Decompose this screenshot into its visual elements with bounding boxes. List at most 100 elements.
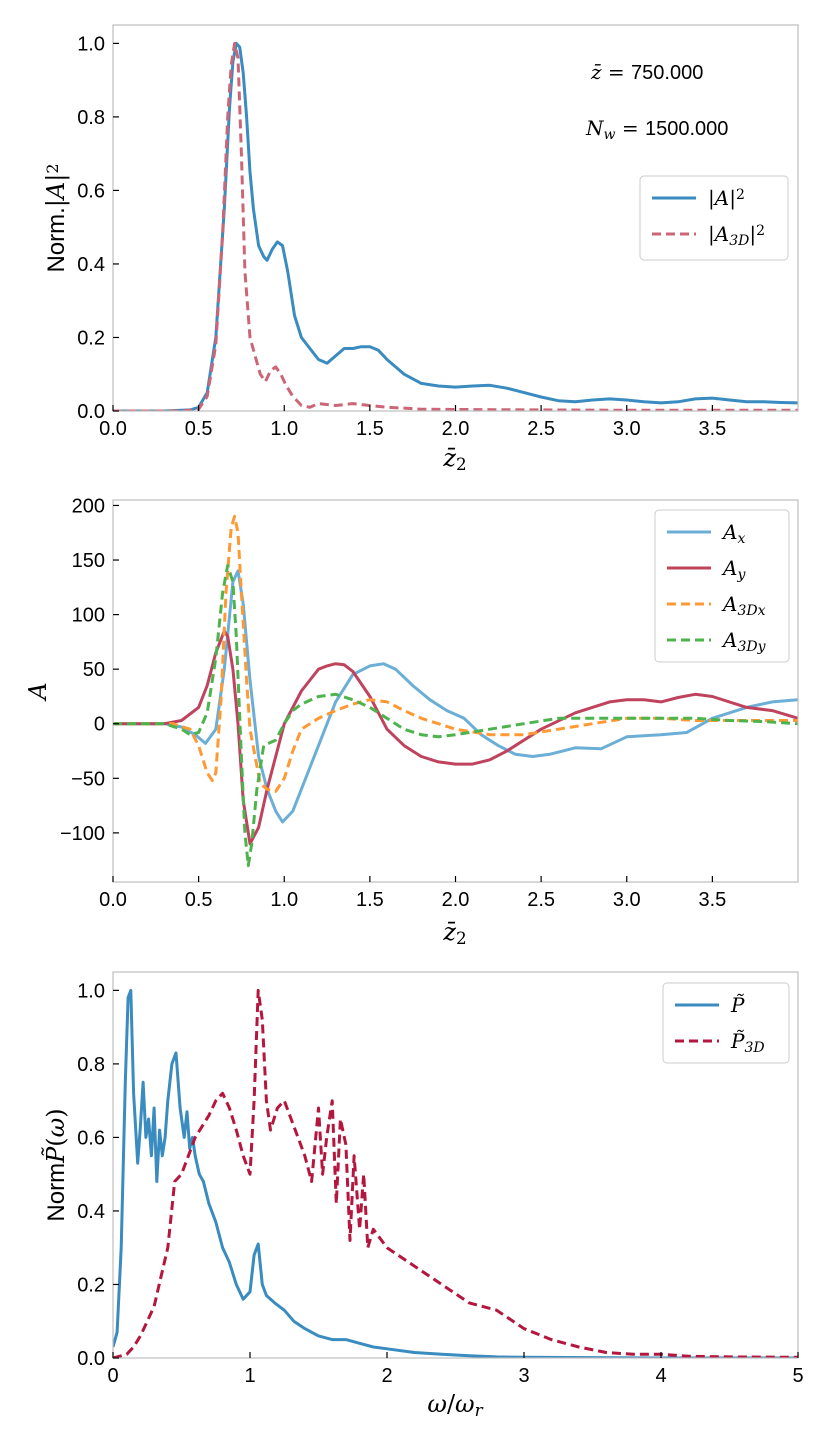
legend-top-label-part: 2 [736, 187, 745, 203]
y-axis-label-bottom-part: ( [42, 1137, 70, 1146]
legend-middle-label-part: A [721, 628, 737, 652]
y-tick-label: −50 [71, 768, 105, 790]
y-tick-label: 1.0 [77, 33, 105, 55]
y-tick-label: 0.0 [77, 401, 105, 423]
x-tick-label: 3.0 [613, 889, 641, 911]
x-axis-label-bottom-part: ω [427, 1390, 447, 1418]
y-axis-label-middle-text: A [24, 682, 52, 701]
x-tick-label: 2.0 [442, 889, 470, 911]
y-tick-label: −100 [60, 823, 105, 845]
x-tick-label: 3.5 [698, 418, 726, 440]
series-line-bottom-0 [113, 988, 798, 1358]
legend-middle-label-part: x [737, 531, 745, 547]
y-axis-label-top: Norm.|A|2 [42, 163, 71, 272]
x-axis-label-bottom-part: ω [455, 1390, 475, 1418]
annotation-zbar-part: z̄ [590, 60, 602, 84]
x-tick-label: 0.0 [99, 418, 127, 440]
x-tick-label: 2.5 [527, 418, 555, 440]
y-tick-label: 0.4 [77, 254, 105, 276]
legend-top-label-part: A [713, 186, 729, 210]
legend-bottom-label: P̃ [730, 993, 745, 1017]
x-tick-label: 2.5 [527, 889, 555, 911]
x-tick-label: 1.0 [270, 889, 298, 911]
legend-middle-label: A3Dx [721, 592, 766, 619]
legend-middle-label-part: x [758, 603, 766, 619]
y-tick-label: 0.6 [77, 180, 105, 202]
y-axis-label-top-text: Norm.|A|2 [42, 163, 71, 272]
x-axis-label-top-part: z̄ [442, 444, 456, 472]
y-axis-label-top-part: 2 [43, 163, 62, 173]
legend-top-label-part: | [708, 222, 715, 247]
x-tick-label: 4 [655, 1365, 666, 1387]
y-tick-label: 0.2 [77, 1274, 105, 1296]
y-tick-label: 1.0 [77, 980, 105, 1002]
y-axis-label-top-part: | [42, 174, 71, 182]
x-tick-label: 3.0 [613, 418, 641, 440]
x-axis-label-middle: z̄2 [442, 918, 466, 948]
legend-middle-label: A3Dy [721, 628, 767, 655]
y-axis-label-middle: A [24, 682, 52, 701]
y-tick-label: 0.2 [77, 327, 105, 349]
x-axis-label-middle-part: 2 [456, 928, 467, 948]
legend-bottom-box [662, 982, 790, 1064]
y-axis-label-bottom-part: ω [42, 1118, 70, 1138]
y-axis-label-bottom-text: NormP̃(ω) [42, 1108, 70, 1221]
legend-middle-box [654, 509, 790, 663]
x-axis-label-bottom: ω/ωr [427, 1390, 483, 1420]
y-axis-label-bottom-part: ) [42, 1108, 70, 1117]
legend-top-label-part: A [713, 222, 729, 246]
annotation-nw-part: 1500.000 [645, 118, 728, 140]
series-line-top-1 [113, 41, 798, 411]
series-line-top-0 [113, 41, 798, 411]
x-axis-label-top: z̄2 [442, 444, 466, 474]
x-tick-label: 2.0 [442, 418, 470, 440]
plot-frame [112, 971, 799, 1359]
x-tick-label: 0 [107, 1365, 118, 1387]
chart-panel-top: 0.0 0.5 1.0 1.5 2.0 2.5 3.0 3.5 0.0 0.2 0.4 0.6 0.8 1… [77, 24, 799, 440]
annotation-nw: Nw = 1500.000 [585, 116, 728, 143]
legend-bottom-label-part: P̃ [730, 1029, 745, 1053]
legend-bottom-label: P̃3D [730, 1029, 765, 1056]
legend-top-label-part: | [749, 222, 756, 247]
y-tick-label: 0.4 [77, 1201, 105, 1223]
legend-middle-label-part: y [736, 567, 746, 583]
y-axis-label-top-part: | [42, 199, 71, 207]
x-tick-label: 1 [244, 1365, 255, 1387]
x-tick-label: 0.0 [99, 889, 127, 911]
series-line-middle-3 [113, 564, 798, 868]
annotation-zbar-part: 750.000 [631, 62, 703, 84]
annotation-nw-part: = [615, 116, 644, 140]
y-tick-label: 150 [72, 550, 105, 572]
x-tick-label: 1.5 [356, 889, 384, 911]
legend-top-label: |A|2 [708, 186, 745, 211]
y-tick-label: 0 [94, 714, 105, 736]
y-tick-label: 0.6 [77, 1127, 105, 1149]
legend-top-label-part: | [729, 186, 736, 211]
series-line-middle-2 [113, 514, 798, 793]
x-tick-label: 1.5 [356, 418, 384, 440]
y-tick-label: 100 [72, 605, 105, 627]
legend-middle-label-part: y [757, 639, 767, 655]
x-tick-label: 2 [381, 1365, 392, 1387]
legend-middle-label-part: A [721, 592, 737, 616]
legend-bottom: P̃P̃3D [662, 982, 790, 1064]
legend-top-label: |A3D|2 [708, 222, 765, 249]
x-axis-label-bottom-part: r [475, 1400, 484, 1420]
chart-panel-middle: 0.0 0.5 1.0 1.5 2.0 2.5 3.0 3.5 −100 −50 0 50 100 150… [60, 495, 799, 911]
legend-middle-label: Ax [721, 520, 745, 547]
legend-top-label-part: 2 [756, 223, 765, 239]
legend-middle-label: Ay [721, 556, 746, 583]
legend-top-label-part: 3D [729, 233, 749, 249]
x-tick-label: 3 [518, 1365, 529, 1387]
x-tick-label: 3.5 [698, 889, 726, 911]
x-tick-label: 1.0 [270, 418, 298, 440]
y-axis-label-bottom-part: Norm [43, 1163, 70, 1222]
y-axis-label-top-part: A [42, 182, 70, 201]
legend-middle-label-part: 3D [737, 603, 757, 619]
legend-middle-label-part: 3D [737, 639, 757, 655]
x-axis-label-bottom-part: / [447, 1390, 456, 1418]
y-tick-label: 50 [83, 659, 105, 681]
x-tick-label: 0.5 [185, 889, 213, 911]
